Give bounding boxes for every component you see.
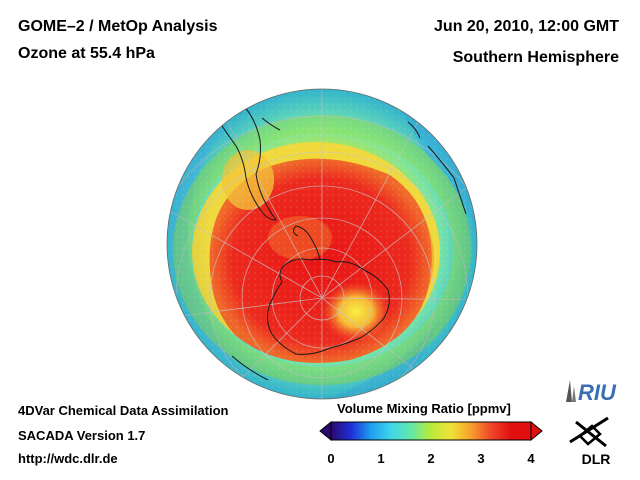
dlr-logo: DLR: [569, 416, 611, 467]
colorbar-high-arrow: [530, 420, 543, 442]
colorbar: [319, 420, 543, 442]
title-line-1: GOME–2 / MetOp Analysis: [18, 18, 218, 35]
colorbar-gradient: [330, 421, 532, 441]
riu-logo: RIU: [566, 380, 617, 405]
footer-line-1: 4DVar Chemical Data Assimilation: [18, 403, 229, 418]
colorbar-tick-label: 0: [327, 451, 335, 466]
colorbar-low-arrow: [319, 420, 332, 442]
colorbar-tick-label: 1: [377, 451, 385, 466]
hemisphere-label: Southern Hemisphere: [452, 49, 619, 66]
footer-line-2: SACADA Version 1.7: [18, 428, 146, 443]
title-line-2: Ozone at 55.4 hPa: [18, 45, 155, 62]
colorbar-tick-label: 3: [477, 451, 485, 466]
dlr-logo-text: DLR: [582, 451, 611, 467]
colorbar-label: Volume Mixing Ratio [ppmv]: [337, 401, 511, 416]
riu-logo-text: RIU: [578, 380, 617, 405]
datetime-label: Jun 20, 2010, 12:00 GMT: [434, 18, 619, 35]
colorbar-tick-label: 2: [427, 451, 435, 466]
colorbar-tick-label: 4: [527, 451, 535, 466]
footer-line-3: http://wdc.dlr.de: [18, 451, 118, 466]
